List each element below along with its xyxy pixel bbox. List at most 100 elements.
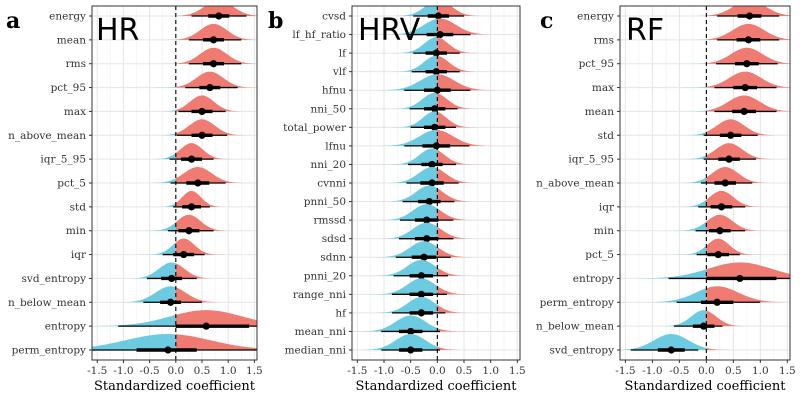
point-estimate bbox=[194, 179, 202, 187]
point-estimate bbox=[725, 155, 733, 163]
density-negative bbox=[92, 242, 176, 255]
x-tick-label: -0.5 bbox=[669, 365, 689, 377]
x-axis-title: Standardized coefficient bbox=[356, 379, 518, 394]
density-positive bbox=[175, 334, 257, 350]
point-estimate bbox=[667, 346, 675, 354]
y-tick-label: mean bbox=[585, 106, 614, 118]
density-negative bbox=[92, 153, 176, 160]
y-tick-label: n_below_mean bbox=[8, 297, 86, 309]
y-tick-label: mean_nni bbox=[295, 326, 347, 338]
x-tick-label: 1.5 bbox=[509, 365, 526, 377]
point-estimate bbox=[428, 160, 436, 169]
y-tick-label: iqr bbox=[599, 201, 615, 213]
density-negative bbox=[620, 63, 707, 64]
density-positive bbox=[175, 95, 257, 112]
y-tick-label: rms bbox=[594, 34, 614, 46]
density-negative bbox=[352, 296, 438, 313]
density-negative bbox=[92, 178, 176, 183]
density-negative bbox=[620, 110, 707, 112]
y-tick-label: std bbox=[598, 130, 615, 142]
panel-letter: c bbox=[540, 8, 553, 34]
point-estimate bbox=[168, 274, 176, 283]
point-estimate bbox=[431, 123, 439, 131]
point-estimate bbox=[407, 346, 415, 354]
y-tick-label: cvsd bbox=[322, 11, 346, 23]
point-estimate bbox=[700, 322, 708, 330]
density-positive bbox=[175, 287, 257, 303]
density-positive bbox=[437, 304, 520, 313]
density-positive bbox=[437, 129, 520, 146]
point-estimate bbox=[417, 309, 425, 317]
density-negative bbox=[620, 221, 707, 231]
density-positive bbox=[175, 119, 257, 136]
density-negative bbox=[352, 241, 438, 258]
density-negative bbox=[352, 259, 438, 276]
density-negative bbox=[92, 109, 176, 112]
y-tick-label: pnni_50 bbox=[304, 196, 346, 208]
point-estimate bbox=[425, 197, 433, 206]
x-tick-label: 0.5 bbox=[725, 365, 742, 377]
density-positive bbox=[706, 95, 790, 112]
point-estimate bbox=[741, 83, 749, 92]
panel-title: HR bbox=[96, 13, 139, 48]
y-tick-label: rms bbox=[66, 58, 86, 70]
density-positive bbox=[706, 71, 790, 88]
density-negative bbox=[352, 167, 438, 183]
y-tick-label: sdsd bbox=[322, 233, 346, 245]
point-estimate bbox=[743, 60, 751, 68]
density-positive bbox=[437, 328, 520, 332]
density-negative bbox=[92, 86, 176, 88]
point-estimate bbox=[432, 68, 440, 76]
y-tick-label: pnni_20 bbox=[304, 270, 346, 282]
density-negative bbox=[352, 222, 438, 239]
x-tick-label: 0.5 bbox=[456, 365, 473, 377]
density-positive bbox=[437, 168, 520, 183]
y-tick-label: pct_95 bbox=[51, 82, 86, 94]
point-estimate bbox=[714, 250, 722, 259]
density-positive bbox=[175, 190, 257, 207]
point-estimate bbox=[736, 274, 744, 283]
x-tick-label: 1.5 bbox=[246, 365, 263, 377]
y-tick-label: lf_hf_ratio bbox=[292, 29, 346, 41]
density-negative bbox=[92, 262, 176, 279]
y-tick-label: energy bbox=[49, 11, 86, 23]
density-positive bbox=[706, 167, 790, 183]
y-tick-label: svd_entropy bbox=[550, 345, 615, 357]
point-estimate bbox=[436, 30, 444, 39]
point-estimate bbox=[428, 179, 436, 187]
y-tick-label: pct_5 bbox=[57, 178, 86, 190]
x-tick-label: 0.0 bbox=[429, 365, 446, 377]
density-positive bbox=[706, 214, 790, 231]
marks-layer bbox=[92, 6, 257, 354]
point-estimate bbox=[166, 298, 175, 306]
density-positive bbox=[706, 6, 790, 16]
density-positive bbox=[175, 167, 257, 183]
density-negative bbox=[352, 18, 438, 35]
point-estimate bbox=[202, 322, 210, 330]
x-tick-label: -1.5 bbox=[615, 365, 635, 377]
point-estimate bbox=[417, 272, 425, 280]
y-tick-label: min bbox=[594, 225, 614, 237]
y-tick-label: hf bbox=[335, 307, 347, 319]
x-tick-label: 0.0 bbox=[167, 365, 184, 377]
x-tick-label: -1.5 bbox=[87, 365, 107, 377]
point-estimate bbox=[432, 142, 440, 150]
point-estimate bbox=[716, 227, 724, 235]
density-positive bbox=[706, 190, 790, 207]
density-negative bbox=[92, 286, 176, 303]
point-estimate bbox=[727, 131, 735, 139]
density-negative bbox=[620, 131, 707, 136]
density-positive bbox=[706, 348, 790, 350]
density-positive bbox=[437, 247, 520, 258]
panel-letter: a bbox=[6, 8, 20, 34]
density-positive bbox=[706, 119, 790, 136]
point-estimate bbox=[187, 203, 196, 211]
density-positive bbox=[437, 267, 520, 276]
x-tick-label: -1.5 bbox=[347, 365, 367, 377]
y-tick-label: cvnni bbox=[317, 178, 346, 190]
y-tick-label: min bbox=[66, 225, 86, 237]
